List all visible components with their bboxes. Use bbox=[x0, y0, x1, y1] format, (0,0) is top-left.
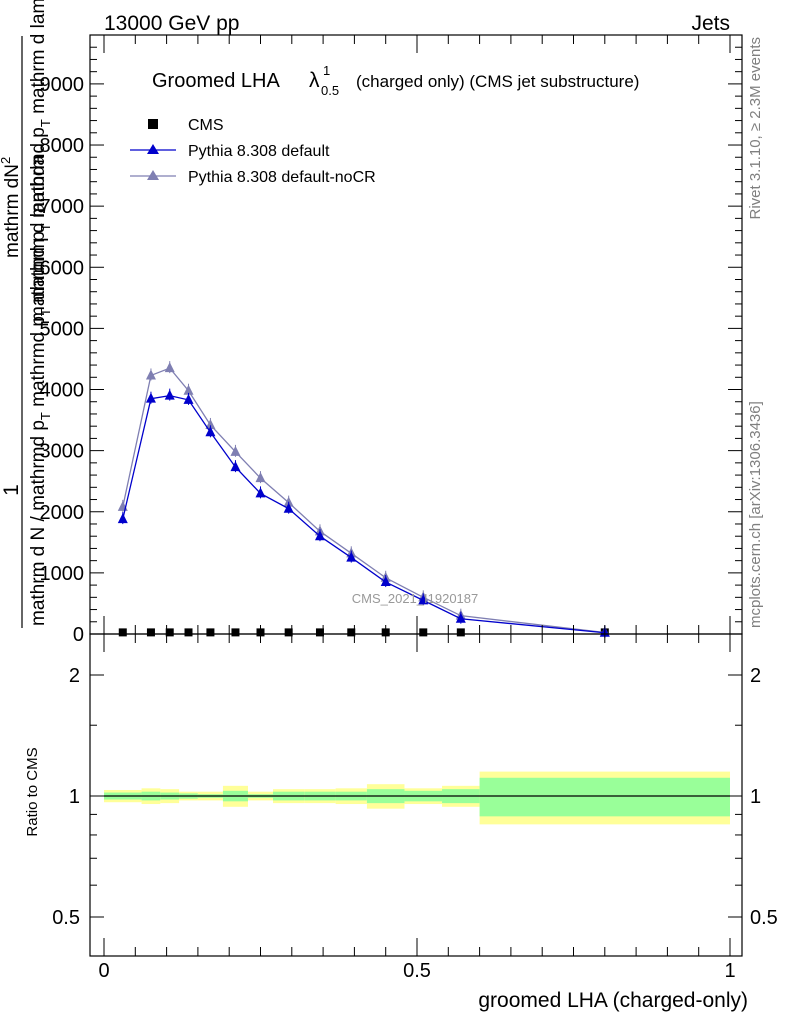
ratio-ylabel: Ratio to CMS bbox=[24, 747, 41, 836]
title-sup: 1 bbox=[323, 63, 330, 78]
main-ytick-label: 1000 bbox=[40, 563, 85, 585]
xtick-label: 1 bbox=[724, 960, 735, 982]
legend-default-marker bbox=[147, 144, 159, 154]
cms-data-point bbox=[284, 628, 293, 637]
ratio-ytick-label: 1 bbox=[69, 786, 80, 808]
cms-data-point bbox=[184, 628, 193, 637]
ylabel-denominator-2: mathrmd pT mathrmd pT mathrm d lambda bbox=[28, 0, 53, 322]
main-ytick-label: 8000 bbox=[40, 135, 85, 157]
chart-title: Groomed LHA λ 1 0.5 (charged only) (CMS … bbox=[152, 63, 639, 98]
main-ytick-label: 7000 bbox=[40, 196, 85, 218]
xtick-label: 0.5 bbox=[403, 960, 431, 982]
cms-data-point bbox=[146, 628, 155, 637]
main-ytick-label: 6000 bbox=[40, 257, 85, 279]
title-sub: 0.5 bbox=[321, 83, 339, 98]
cms-data-point bbox=[315, 628, 324, 637]
ratio-inner-band bbox=[479, 777, 730, 817]
mcplots-label: mcplots.cern.ch [arXiv:1306.3436] bbox=[747, 401, 764, 628]
title-symbol: λ bbox=[309, 69, 320, 92]
ylabel-numerator-2: mathrm dN2 bbox=[0, 157, 23, 258]
ratio-ytick-label-right: 2 bbox=[750, 665, 761, 687]
cms-data-point bbox=[419, 628, 428, 637]
ratio-ytick-label-right: 0.5 bbox=[750, 907, 778, 929]
legend-cms-marker bbox=[148, 119, 158, 129]
ratio-band-layer bbox=[104, 771, 730, 825]
ratio-ytick-label: 0.5 bbox=[52, 907, 80, 929]
ylabel-numerator: 1 bbox=[0, 484, 23, 496]
ylabel-denominator: mathrm d N / mathrmd pT mathrmd pT mathr… bbox=[28, 155, 53, 626]
cms-data-point bbox=[456, 628, 465, 637]
legend: CMS Pythia 8.308 default Pythia 8.308 de… bbox=[130, 117, 376, 186]
main-ytick-label: 5000 bbox=[40, 318, 85, 340]
main-ytick-label: 2000 bbox=[40, 502, 85, 524]
main-ytick-label: 3000 bbox=[40, 441, 85, 463]
header-right: Jets bbox=[691, 12, 730, 35]
cms-data-point bbox=[231, 628, 240, 637]
legend-nocr-label: Pythia 8.308 default-noCR bbox=[188, 169, 376, 186]
cms-data-point bbox=[206, 628, 215, 637]
ratio-frame bbox=[89, 633, 743, 957]
cms-data-point bbox=[118, 628, 127, 637]
analysis-watermark: CMS_2021_I1920187 bbox=[352, 591, 479, 606]
main-ytick-label: 9000 bbox=[40, 74, 85, 96]
title-prefix: Groomed LHA bbox=[152, 70, 280, 92]
legend-default-label: Pythia 8.308 default bbox=[188, 143, 330, 160]
main-ylabel: 1 mathrm d N / mathrmd pT mathrmd pT mat… bbox=[0, 0, 53, 628]
header-left: 13000 GeV pp bbox=[104, 12, 239, 35]
main-ytick-label: 4000 bbox=[40, 380, 85, 402]
axis-ticks: 0 1000 2000 3000 4000 5000 6000 7000 8000 9000 0 0.… bbox=[40, 34, 778, 982]
legend-nocr-marker bbox=[147, 170, 159, 180]
main-ytick-label: 0 bbox=[73, 624, 84, 646]
ratio-ytick-label-right: 1 bbox=[750, 786, 761, 808]
cms-data-point bbox=[347, 628, 356, 637]
ratio-ytick-label: 2 bbox=[69, 665, 80, 687]
xlabel: groomed LHA (charged-only) bbox=[478, 989, 748, 1012]
title-suffix: (charged only) (CMS jet substructure) bbox=[356, 72, 639, 91]
legend-cms-label: CMS bbox=[188, 117, 224, 134]
main-series-layer bbox=[117, 361, 610, 638]
rivet-label: Rivet 3.1.10, ≥ 2.3M events bbox=[747, 37, 764, 220]
xtick-label: 0 bbox=[98, 960, 109, 982]
cms-data-point bbox=[165, 628, 174, 637]
